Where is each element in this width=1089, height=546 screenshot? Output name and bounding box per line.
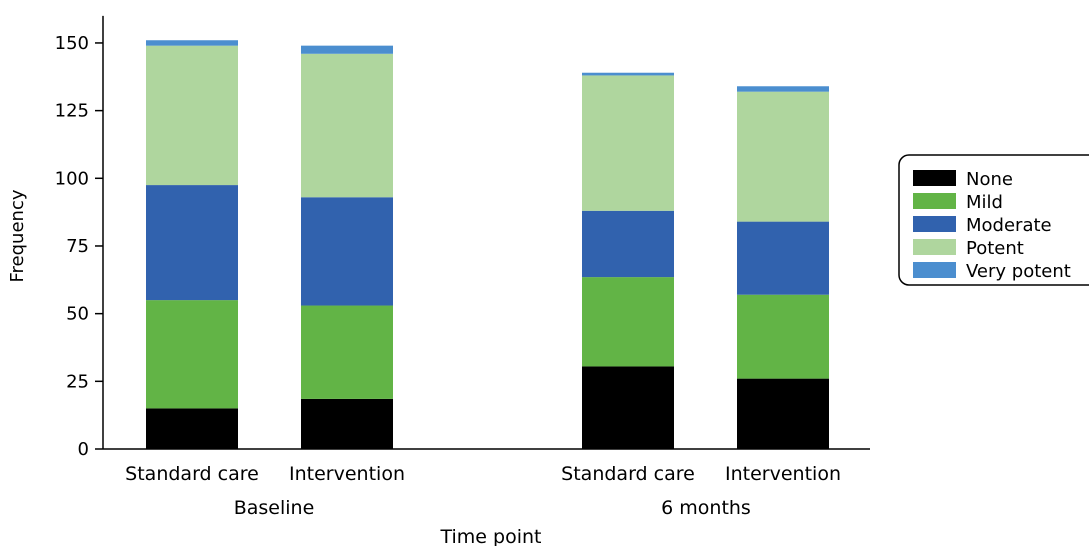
bar-segment-very-potent-2: [301, 45, 393, 54]
bar-segment-mild-3: [582, 277, 674, 367]
bar-segment-moderate-1: [146, 185, 238, 301]
y-axis-label: Frequency: [7, 189, 28, 282]
bar-segment-moderate-3: [582, 210, 674, 278]
legend-swatch-mild: [913, 193, 956, 209]
x-tick-label-3: Standard care: [561, 463, 695, 485]
group-label-1: Baseline: [234, 497, 315, 519]
legend-swatch-very-potent: [913, 262, 956, 278]
bar-segment-potent-1: [146, 45, 238, 186]
x-tick-label-1: Standard care: [125, 463, 259, 485]
bar-segment-mild-2: [301, 305, 393, 399]
legend-swatch-potent: [913, 239, 956, 255]
legend-label-none: None: [966, 169, 1013, 190]
legend-swatch-moderate: [913, 216, 956, 232]
bar-segment-mild-1: [146, 300, 238, 409]
bar-segment-none-2: [301, 398, 393, 449]
axes-layer: 0 25 50 75 100 125 150 Standard care Interventio…: [55, 15, 870, 519]
bar-segment-none-1: [146, 408, 238, 449]
bar-segment-none-4: [737, 378, 829, 449]
y-tick-label-125: 125: [55, 101, 89, 122]
x-tick-label-2: Intervention: [289, 463, 405, 485]
bar-segment-very-potent-3: [582, 72, 674, 76]
y-tick-label-75: 75: [66, 236, 89, 257]
legend-label-mild: Mild: [966, 192, 1003, 213]
legend-label-very-potent: Very potent: [966, 261, 1071, 282]
group-label-2: 6 months: [661, 497, 751, 519]
bar-segment-mild-4: [737, 294, 829, 379]
bar-segment-potent-2: [301, 53, 393, 198]
y-tick-label-150: 150: [55, 33, 89, 54]
bar-segment-none-3: [582, 366, 674, 449]
x-tick-label-4: Intervention: [725, 463, 841, 485]
y-tick-label-100: 100: [55, 168, 89, 189]
y-tick-label-25: 25: [66, 371, 89, 392]
bars-layer: [146, 40, 829, 449]
bar-segment-potent-3: [582, 75, 674, 211]
legend-label-moderate: Moderate: [966, 215, 1052, 236]
bar-segment-moderate-2: [301, 197, 393, 306]
legend-label-potent: Potent: [966, 238, 1024, 259]
bar-segment-very-potent-1: [146, 40, 238, 46]
bar-segment-very-potent-4: [737, 86, 829, 92]
bar-segment-moderate-4: [737, 221, 829, 295]
x-axis-label: Time point: [440, 526, 542, 546]
bar-segment-potent-4: [737, 91, 829, 222]
y-tick-label-50: 50: [66, 304, 89, 325]
y-tick-label-0: 0: [78, 439, 89, 460]
legend-swatch-none: [913, 170, 956, 186]
